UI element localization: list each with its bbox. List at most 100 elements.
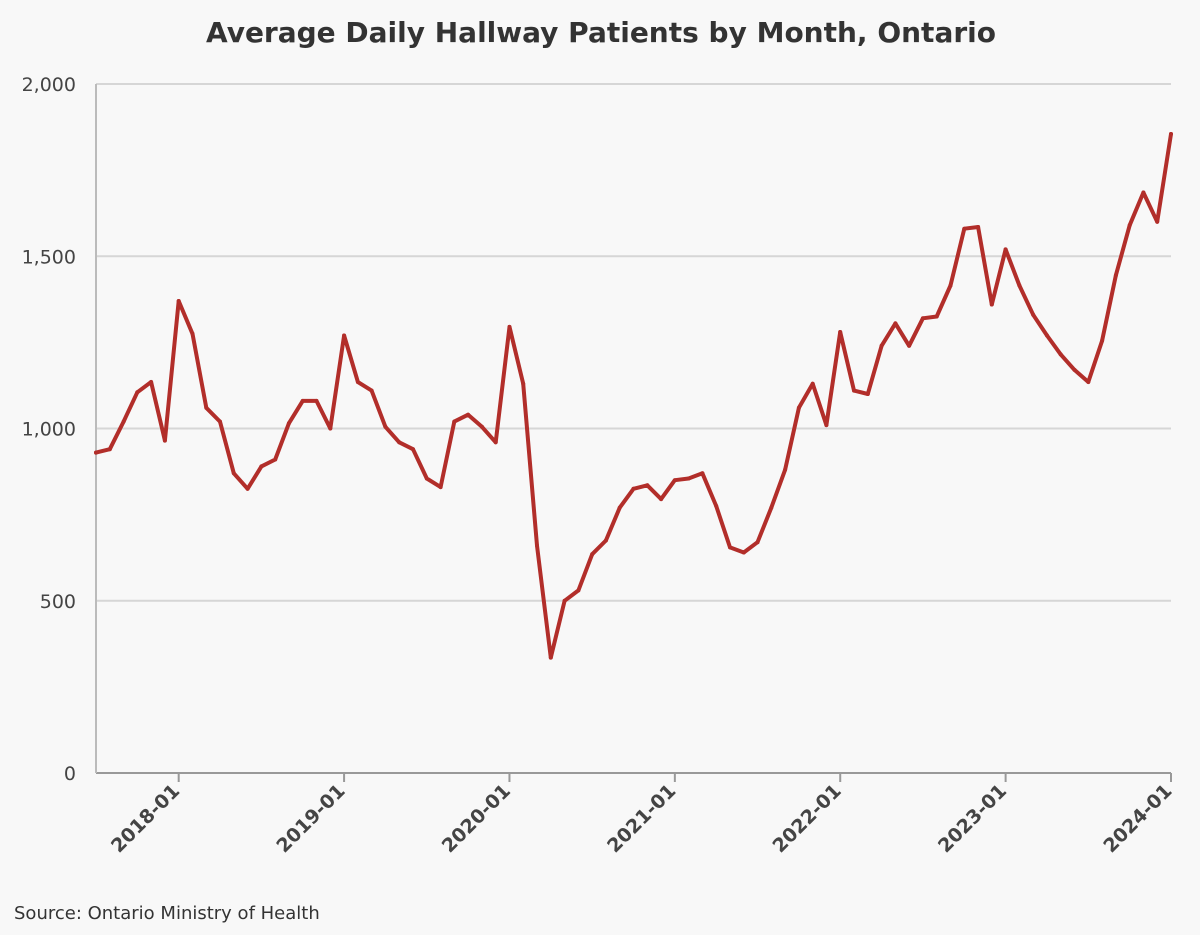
data-point	[369, 388, 374, 393]
data-point	[700, 471, 705, 476]
data-point	[548, 655, 553, 660]
data-point	[273, 457, 278, 462]
data-point	[879, 343, 884, 348]
data-point	[562, 598, 567, 603]
data-point	[121, 419, 126, 424]
data-point	[328, 426, 333, 431]
data-point	[576, 588, 581, 593]
data-point	[1017, 283, 1022, 288]
data-point	[838, 330, 843, 334]
data-point	[645, 483, 650, 488]
data-point	[438, 485, 443, 490]
data-point	[741, 550, 746, 555]
series-line	[94, 132, 1173, 660]
data-point	[810, 381, 815, 386]
data-point	[176, 299, 181, 303]
data-point	[728, 545, 732, 550]
data-point	[824, 423, 829, 428]
y-axis-ticks: 0 500 1,000 1,500 2,000	[22, 74, 76, 785]
data-point	[190, 331, 195, 336]
x-tick-label: 2021-01	[603, 780, 680, 857]
data-point	[755, 540, 760, 545]
data-point	[1113, 273, 1118, 278]
data-point	[162, 438, 167, 443]
data-point	[948, 283, 953, 288]
data-point	[424, 476, 429, 481]
data-point	[865, 392, 870, 396]
data-point	[135, 390, 140, 395]
data-point	[686, 476, 691, 481]
data-point	[94, 450, 98, 455]
data-point	[893, 321, 898, 326]
data-point	[1072, 367, 1077, 372]
data-point	[342, 333, 347, 338]
x-tick-label: 2023-01	[934, 780, 1011, 857]
data-point	[934, 314, 939, 319]
y-tick-label: 1,500	[22, 246, 76, 268]
y-tick-label: 2,000	[22, 74, 76, 96]
data-point	[479, 424, 484, 429]
data-point	[617, 505, 622, 510]
series-layer	[94, 132, 1173, 660]
data-point	[521, 381, 526, 386]
data-point	[1127, 223, 1132, 228]
data-point	[796, 405, 801, 410]
data-point	[590, 552, 595, 557]
data-point	[631, 486, 636, 491]
data-point	[107, 447, 112, 452]
data-point	[493, 440, 498, 445]
x-axis-ticks: 2018-01 2019-01 2020-01 2021-01 2022-01 2023-…	[107, 773, 1177, 857]
y-tick-label: 0	[64, 763, 76, 785]
data-point	[204, 405, 209, 410]
data-point	[1141, 190, 1146, 195]
data-point	[962, 226, 967, 231]
data-point	[976, 225, 981, 229]
data-point	[1045, 333, 1049, 338]
data-point	[466, 412, 471, 417]
data-point	[1169, 132, 1173, 136]
chart-title: Average Daily Hallway Patients by Month,…	[206, 16, 996, 49]
x-tick-label: 2024-01	[1099, 780, 1176, 857]
x-tick-label: 2019-01	[272, 780, 349, 857]
data-point	[231, 471, 236, 476]
x-tick-label: 2022-01	[769, 780, 846, 857]
data-point	[769, 505, 774, 510]
source-note: Source: Ontario Ministry of Health	[14, 903, 320, 924]
data-point	[783, 467, 788, 472]
data-point	[920, 316, 925, 321]
data-point	[659, 497, 664, 502]
data-point	[852, 388, 856, 393]
data-point	[1058, 352, 1063, 357]
data-point	[383, 424, 388, 429]
data-point	[714, 504, 719, 508]
data-point	[397, 440, 402, 445]
y-tick-label: 1,000	[22, 419, 76, 441]
data-point	[672, 478, 677, 483]
data-point	[1086, 380, 1091, 384]
data-point	[1031, 312, 1036, 317]
gridlines	[95, 83, 1171, 774]
data-point	[1100, 338, 1105, 343]
data-point	[1003, 247, 1008, 252]
data-point	[300, 398, 305, 403]
data-point	[507, 324, 512, 329]
data-point	[452, 419, 457, 424]
data-point	[1155, 219, 1160, 224]
x-tick-label: 2018-01	[107, 780, 184, 857]
data-point	[411, 447, 415, 452]
data-point	[259, 464, 264, 469]
data-point	[218, 419, 222, 424]
data-point	[149, 380, 154, 384]
data-point	[603, 538, 608, 543]
data-point	[245, 486, 250, 491]
x-tick-label: 2020-01	[438, 780, 515, 857]
data-point	[355, 380, 360, 384]
data-point	[314, 398, 319, 403]
data-point	[907, 343, 912, 348]
y-tick-label: 500	[40, 591, 76, 613]
data-point	[286, 421, 291, 426]
data-point	[535, 543, 539, 548]
data-point	[989, 302, 994, 307]
